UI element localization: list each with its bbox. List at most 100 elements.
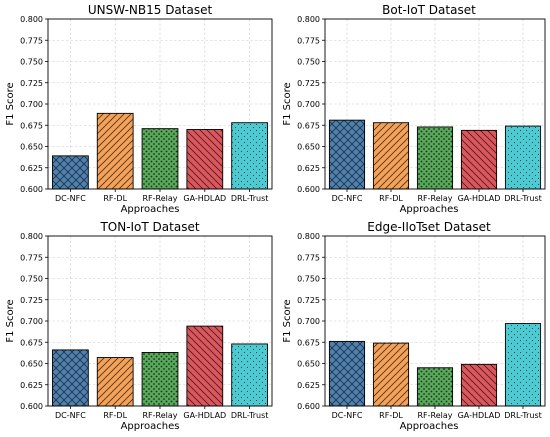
bar-unsw-ga-hdlad xyxy=(186,129,224,190)
bar-hatch xyxy=(460,129,498,190)
y-tick-label: 0.675 xyxy=(297,338,320,347)
y-tick-label: 0.625 xyxy=(20,381,43,390)
y-tick-label: 0.625 xyxy=(297,381,320,390)
x-tick-label: RF-Relay xyxy=(142,411,177,420)
y-tick-label: 0.625 xyxy=(20,164,43,173)
chart-title-bot-iot: Bot-IoT Dataset xyxy=(382,3,476,17)
y-tick-label: 0.750 xyxy=(20,58,43,67)
x-tick-label: DRL-Trust xyxy=(504,194,542,203)
bar-hatch xyxy=(186,129,224,190)
x-axis-label-bot-iot: Approaches xyxy=(400,204,459,215)
bar-hatch xyxy=(141,352,179,407)
y-tick-label: 0.775 xyxy=(20,253,43,262)
x-tick-label: DC-NFC xyxy=(332,194,363,203)
chart-panel-edge-iiotset: Edge-IIoTset Dataset F1 Score Approaches… xyxy=(282,220,546,432)
bar-hatch xyxy=(328,340,366,407)
x-tick-label: DRL-Trust xyxy=(504,411,542,420)
bar-edge-iiotset-rf-dl xyxy=(372,342,410,407)
bar-hatch xyxy=(372,122,410,190)
y-tick-label: 0.800 xyxy=(20,232,43,241)
y-tick-label: 0.775 xyxy=(20,36,43,45)
bar-ton-iot-drl-trust xyxy=(231,343,268,407)
bar-hatch xyxy=(416,126,454,190)
bar-unsw-drl-trust xyxy=(231,122,268,190)
bar-ton-iot-rf-relay xyxy=(141,352,179,407)
bar-hatch xyxy=(96,357,134,407)
x-tick-label: GA-HDLAD xyxy=(183,411,226,420)
bar-bot-iot-rf-relay xyxy=(416,126,454,190)
y-tick-label: 0.600 xyxy=(297,185,320,194)
y-tick-label: 0.800 xyxy=(20,15,43,24)
y-tick-label: 0.800 xyxy=(297,15,320,24)
x-tick-label: RF-Relay xyxy=(417,411,452,420)
bar-unsw-rf-dl xyxy=(96,112,134,190)
bar-bot-iot-rf-dl xyxy=(372,122,410,190)
bar-hatch xyxy=(231,343,268,407)
plot-frame xyxy=(47,18,273,190)
bar-hatch xyxy=(96,112,134,190)
y-tick-label: 0.700 xyxy=(297,317,320,326)
y-tick-label: 0.650 xyxy=(297,360,320,369)
x-tick-label: DRL-Trust xyxy=(231,411,269,420)
chart-title-ton-iot: TON-IoT Dataset xyxy=(99,220,199,234)
plot-area-edge-iiotset: 0.600 0.625 0.650 0.675 0.700 0.725 0.750 0.775… xyxy=(297,232,546,420)
y-tick-label: 0.700 xyxy=(297,100,320,109)
bar-edge-iiotset-rf-relay xyxy=(416,367,454,407)
bar-bot-iot-drl-trust xyxy=(504,125,542,190)
x-tick-label: RF-Relay xyxy=(142,194,177,203)
bar-ton-iot-ga-hdlad xyxy=(186,325,224,407)
bar-hatch xyxy=(504,125,542,190)
x-tick-label: RF-DL xyxy=(379,194,403,203)
bar-hatch xyxy=(52,155,89,190)
bar-hatch xyxy=(231,122,268,190)
y-tick-label: 0.725 xyxy=(20,296,43,305)
y-tick-label: 0.775 xyxy=(297,36,320,45)
y-tick-label: 0.650 xyxy=(20,360,43,369)
bar-hatch xyxy=(416,367,454,407)
y-tick-label: 0.750 xyxy=(297,275,320,284)
x-axis-label-edge-iiotset: Approaches xyxy=(400,421,459,432)
chart-panel-ton-iot: TON-IoT Dataset F1 Score Approaches 0.60… xyxy=(5,220,273,432)
bar-unsw-rf-relay xyxy=(141,128,179,190)
bar-edge-iiotset-drl-trust xyxy=(504,323,542,407)
x-tick-label: RF-DL xyxy=(103,411,127,420)
bar-ton-iot-rf-dl xyxy=(96,357,134,407)
y-tick-label: 0.700 xyxy=(20,100,43,109)
x-tick-label: DC-NFC xyxy=(55,411,86,420)
x-tick-label: RF-DL xyxy=(379,411,403,420)
bar-ton-iot-dc-nfc xyxy=(52,349,89,407)
bar-unsw-dc-nfc xyxy=(52,155,89,190)
bar-bot-iot-dc-nfc xyxy=(328,119,366,190)
y-tick-label: 0.650 xyxy=(297,143,320,152)
plot-frame xyxy=(47,235,273,407)
bar-edge-iiotset-ga-hdlad xyxy=(460,363,498,407)
x-tick-label: DC-NFC xyxy=(332,411,363,420)
y-axis-label-bot-iot: F1 Score xyxy=(282,82,293,125)
y-axis-label-unsw: F1 Score xyxy=(5,82,16,125)
x-tick-label: GA-HDLAD xyxy=(458,411,501,420)
plot-frame xyxy=(324,18,546,190)
chart-panel-bot-iot: Bot-IoT Dataset F1 Score Approaches 0.60… xyxy=(282,3,546,215)
bar-bot-iot-ga-hdlad xyxy=(460,129,498,190)
y-tick-label: 0.725 xyxy=(20,79,43,88)
y-tick-label: 0.800 xyxy=(297,232,320,241)
plot-area-ton-iot: 0.600 0.625 0.650 0.675 0.700 0.725 0.750 0.775… xyxy=(20,232,273,420)
x-tick-label: DRL-Trust xyxy=(231,194,269,203)
bar-hatch xyxy=(328,119,366,190)
y-tick-label: 0.600 xyxy=(20,185,43,194)
bar-hatch xyxy=(141,128,179,190)
chart-title-unsw: UNSW-NB15 Dataset xyxy=(88,3,213,17)
chart-title-edge-iiotset: Edge-IIoTset Dataset xyxy=(367,220,491,234)
plot-frame xyxy=(324,235,546,407)
plot-area-unsw: 0.600 0.625 0.650 0.675 0.700 0.725 0.750 0.775… xyxy=(20,15,273,203)
y-tick-label: 0.725 xyxy=(297,296,320,305)
y-tick-label: 0.675 xyxy=(20,338,43,347)
x-tick-label: DC-NFC xyxy=(55,194,86,203)
bar-edge-iiotset-dc-nfc xyxy=(328,340,366,407)
bar-hatch xyxy=(52,349,89,407)
x-axis-label-unsw: Approaches xyxy=(121,204,180,215)
plot-area-bot-iot: 0.600 0.625 0.650 0.675 0.700 0.725 0.750 0.775… xyxy=(297,15,546,203)
x-axis-label-ton-iot: Approaches xyxy=(121,421,180,432)
x-tick-label: GA-HDLAD xyxy=(458,194,501,203)
y-tick-label: 0.725 xyxy=(297,79,320,88)
